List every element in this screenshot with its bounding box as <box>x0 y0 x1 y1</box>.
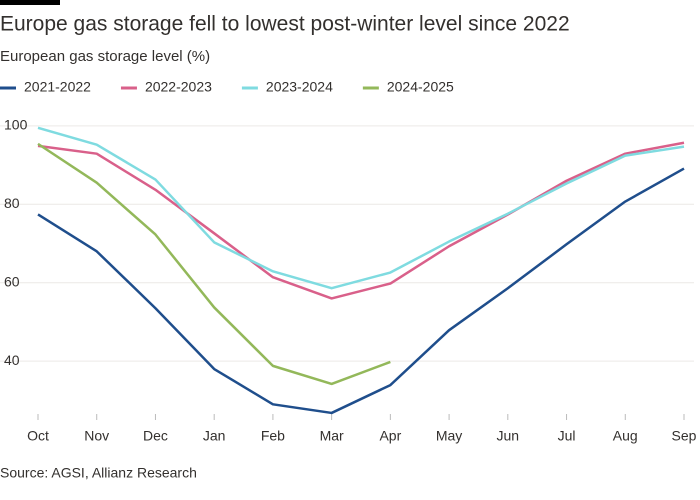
x-tick-label: Apr <box>379 428 401 444</box>
x-tick-label: Nov <box>84 428 109 444</box>
legend: 2021-2022 2022-2023 2023-2024 2024-2025 <box>0 79 454 95</box>
x-tick-label: May <box>436 428 462 444</box>
source: Source: AGSI, Allianz Research <box>0 465 197 481</box>
x-tick-label: Feb <box>261 428 285 444</box>
x-tick-label: Jan <box>203 428 226 444</box>
y-tick-label: 80 <box>4 195 20 211</box>
y-tick-label: 100 <box>4 117 28 133</box>
series-line <box>37 141 685 300</box>
x-tick-label: Jun <box>497 428 520 444</box>
x-tick-label: Oct <box>27 428 49 444</box>
x-tick-label: Mar <box>320 428 344 444</box>
legend-label: 2024-2025 <box>387 79 454 95</box>
chart-subtitle: European gas storage level (%) <box>0 48 210 65</box>
legend-label: 2021-2022 <box>24 79 91 95</box>
x-tick-label: Dec <box>143 428 168 444</box>
y-tick-label: 40 <box>4 352 20 368</box>
chart-title: Europe gas storage fell to lowest post-w… <box>0 13 570 36</box>
series-line <box>37 167 685 415</box>
y-tick-label: 60 <box>4 273 20 289</box>
legend-label: 2022-2023 <box>145 79 212 95</box>
x-tick-label: Sep <box>672 428 697 444</box>
series-line <box>37 142 391 386</box>
series-line <box>37 126 685 290</box>
brand-bar <box>0 0 60 5</box>
x-tick-label: Jul <box>558 428 576 444</box>
legend-label: 2023-2024 <box>266 79 333 95</box>
x-tick-label: Aug <box>613 428 638 444</box>
